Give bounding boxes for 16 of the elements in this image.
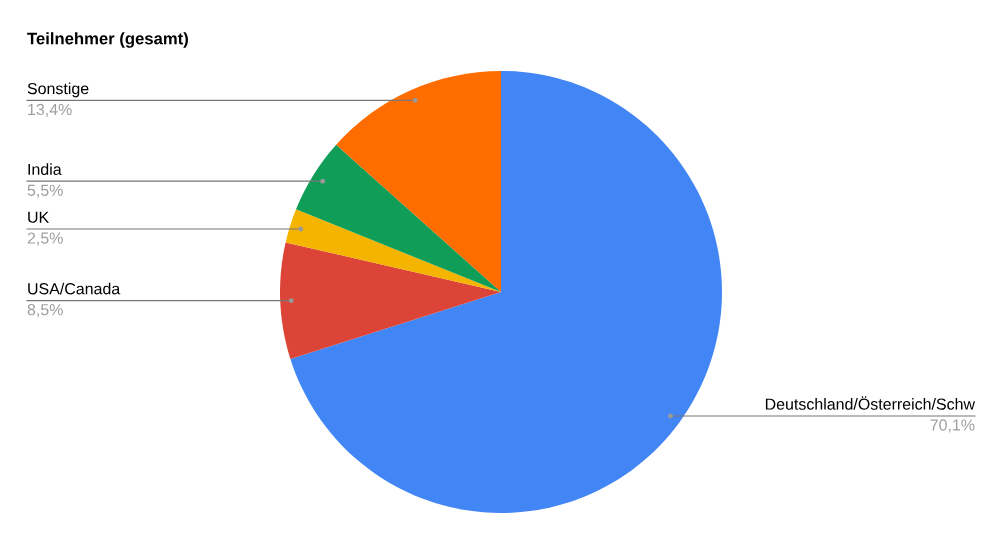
pie-slice — [296, 144, 501, 292]
slice-label: India — [28, 163, 62, 176]
slice-label: USA/Canada — [28, 282, 121, 295]
pie-slice — [280, 242, 501, 359]
slice-label: Deutschland/Österreich/Schw — [765, 396, 976, 410]
pie-slice — [336, 71, 501, 292]
data-label: 5,5% — [27, 184, 63, 198]
pie-slice — [290, 71, 722, 513]
pie-slice — [285, 209, 501, 292]
data-label: 13,4% — [28, 103, 72, 117]
data-label: 70,1% — [930, 419, 975, 433]
data-label: 8,5% — [27, 303, 63, 318]
slice-label: Sonstige — [27, 82, 89, 98]
chart-title: Teilnehmer (gesamt) — [27, 32, 188, 48]
slice-label: UK — [28, 211, 50, 223]
data-label: 2,5% — [27, 232, 63, 246]
